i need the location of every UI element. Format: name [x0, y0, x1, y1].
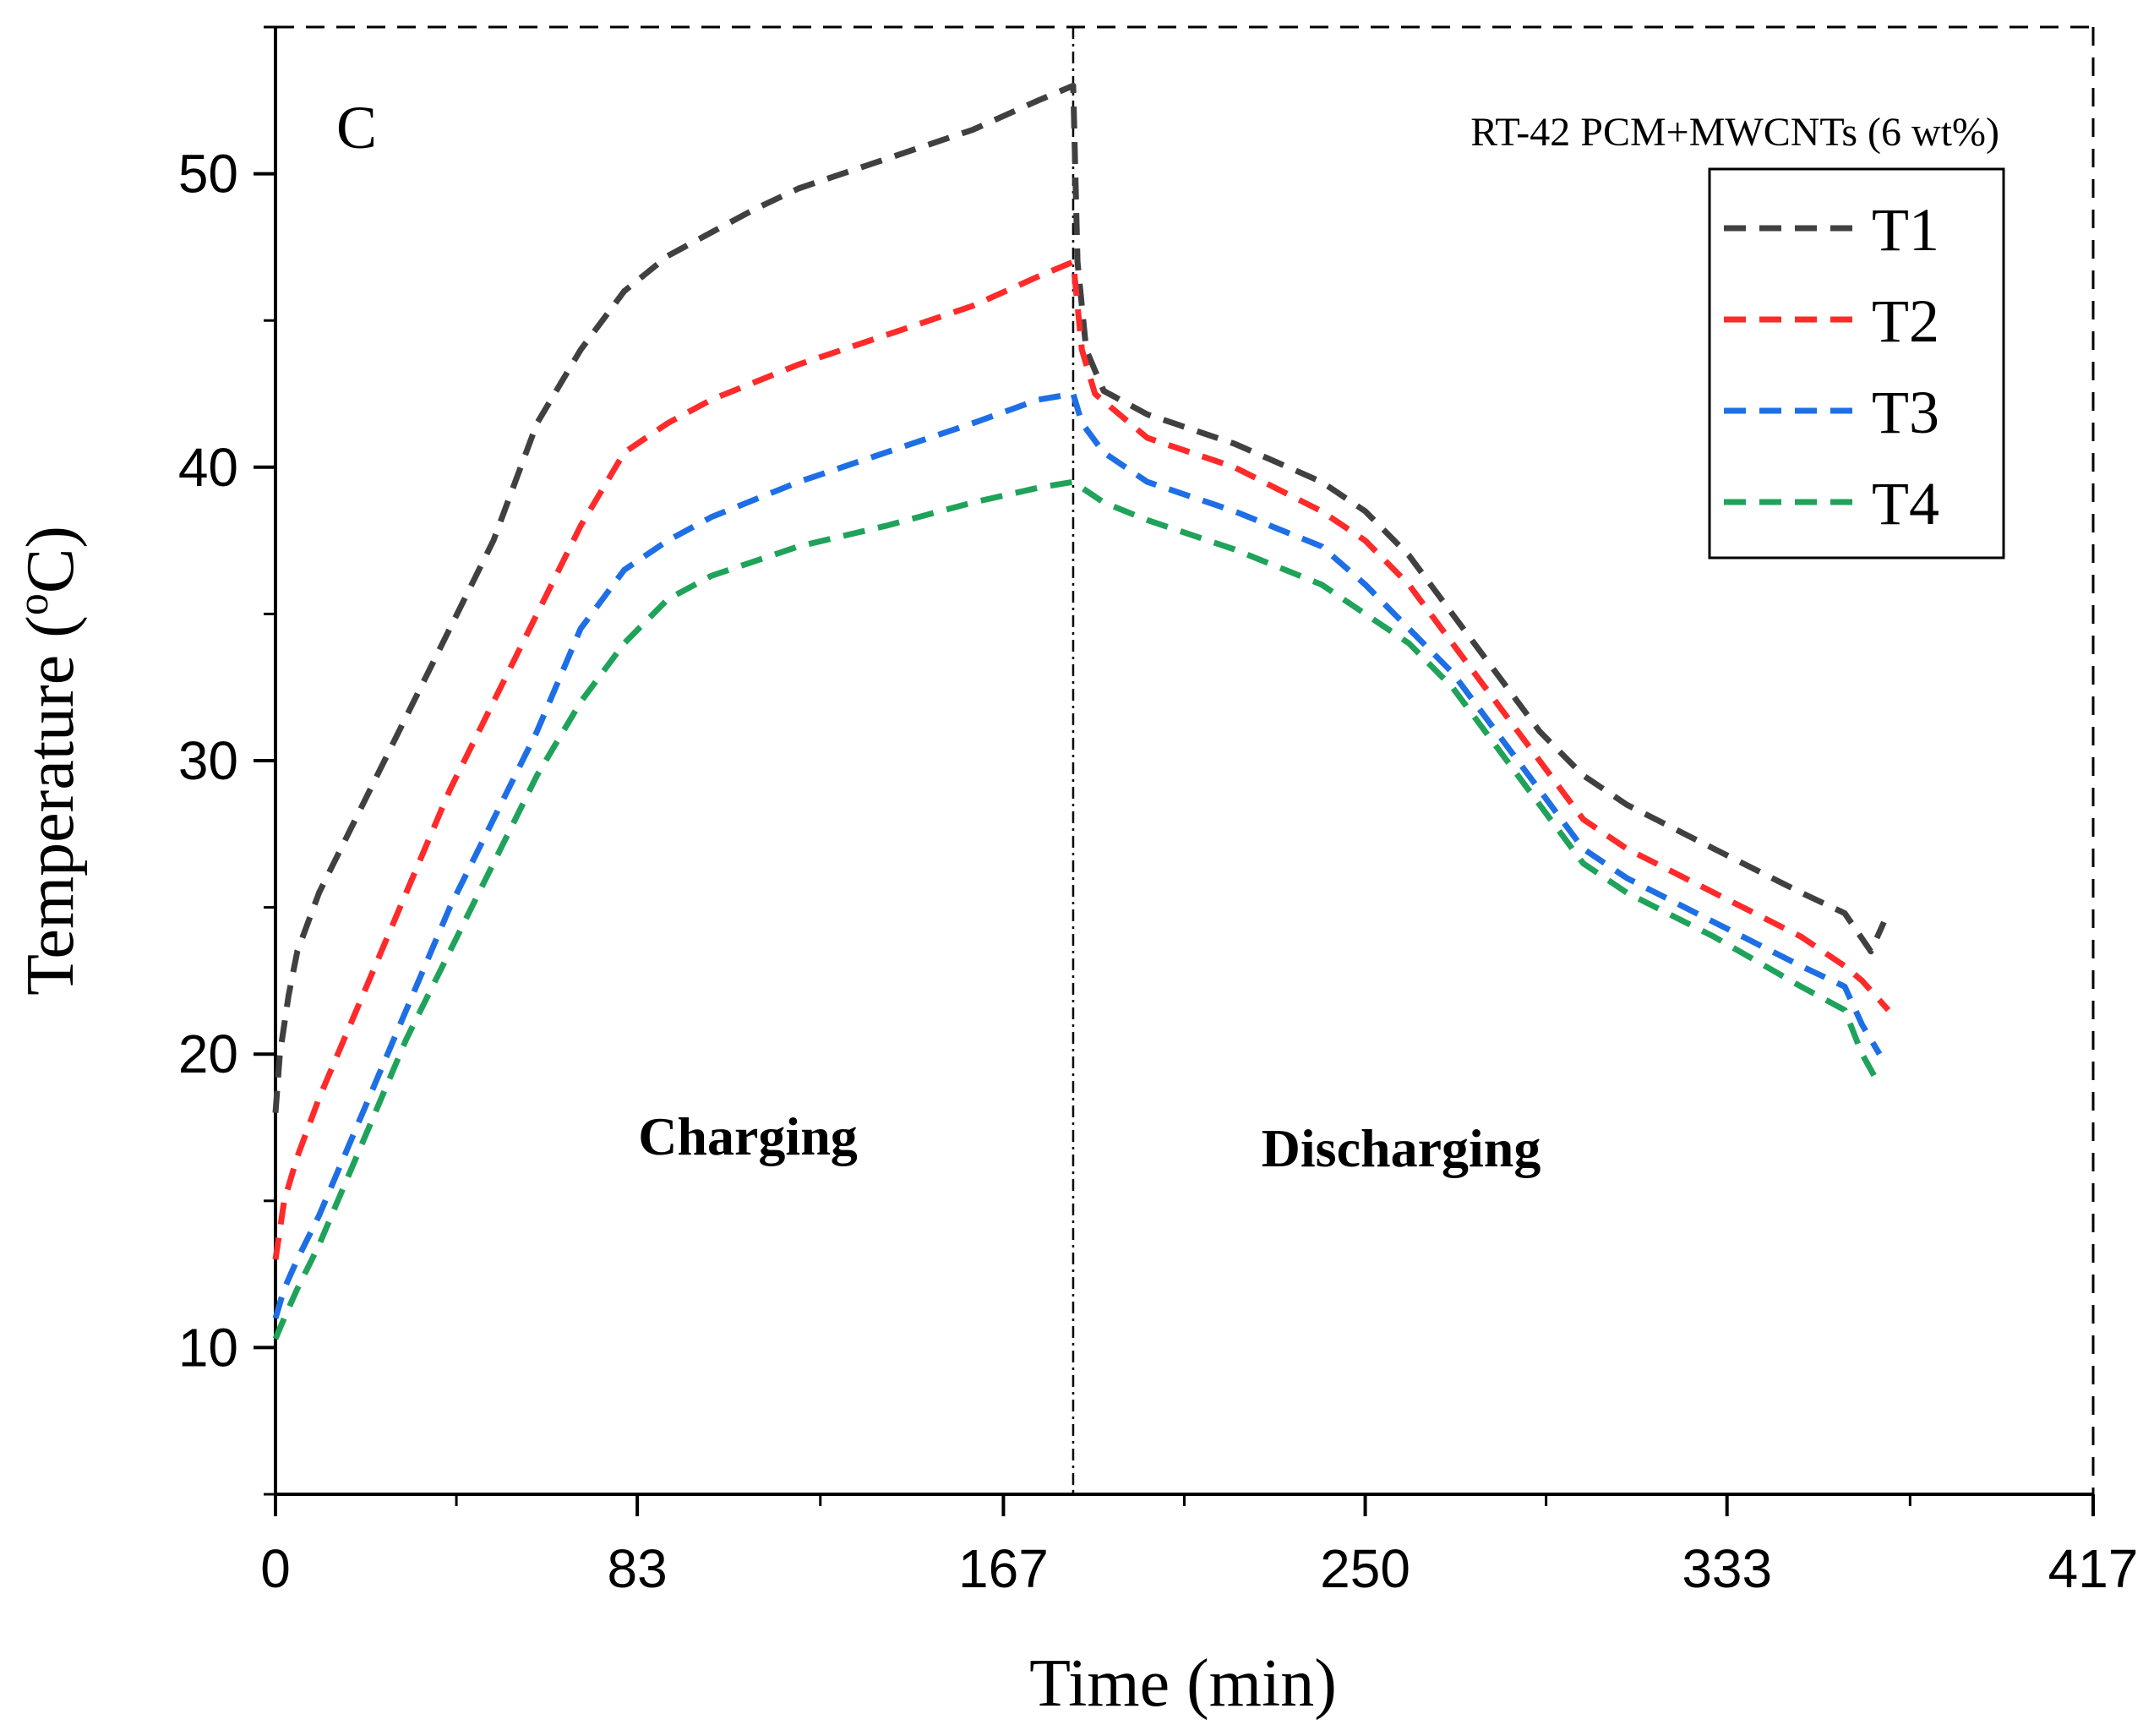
x-tick-label: 83 [608, 1538, 668, 1599]
y-axis-title-sup: o [9, 593, 57, 615]
y-tick-label: 10 [178, 1317, 238, 1378]
x-axis-ticks: 0 83 167 250 333 417 [260, 1494, 2138, 1599]
legend-label-t1: T1 [1872, 196, 1939, 264]
discharging-label: Discharging [1262, 1118, 1541, 1178]
series-line-t4 [272, 478, 1879, 1340]
y-axis-ticks: 10 20 30 40 50 [178, 25, 275, 1496]
series-line-t1 [272, 82, 1887, 1113]
x-tick-label: 250 [1320, 1538, 1410, 1599]
y-axis-title-main: Temperature ( [14, 615, 88, 996]
x-tick-label: 167 [958, 1538, 1049, 1599]
charging-label: Charging [638, 1106, 858, 1166]
y-tick-label: 20 [178, 1024, 238, 1084]
x-tick-label: 417 [2048, 1538, 2139, 1599]
chart-annotation: RT-42 PCM+MWCNTs (6 wt%) [1470, 110, 1999, 155]
legend-label-t2: T2 [1872, 287, 1939, 355]
legend: T1 T2 T3 T4 [1708, 167, 2005, 560]
y-tick-label: 30 [178, 730, 238, 791]
legend-label-t4: T4 [1872, 470, 1939, 538]
y-tick-label: 50 [178, 144, 238, 205]
series-line-t2 [272, 259, 1891, 1260]
legend-label-t3: T3 [1872, 379, 1939, 446]
x-axis-title: Time (min) [1029, 1646, 1337, 1721]
legend-box [1708, 167, 2005, 560]
x-tick-label: 0 [260, 1538, 291, 1599]
series-layer [272, 82, 1891, 1340]
y-axis-title-tail: C) [14, 526, 88, 593]
y-tick-label: 40 [178, 437, 238, 498]
panel-label: C [336, 94, 377, 161]
x-tick-label: 333 [1682, 1538, 1772, 1599]
series-line-t3 [272, 390, 1883, 1319]
y-axis-title: Temperature (oC) [9, 526, 88, 996]
